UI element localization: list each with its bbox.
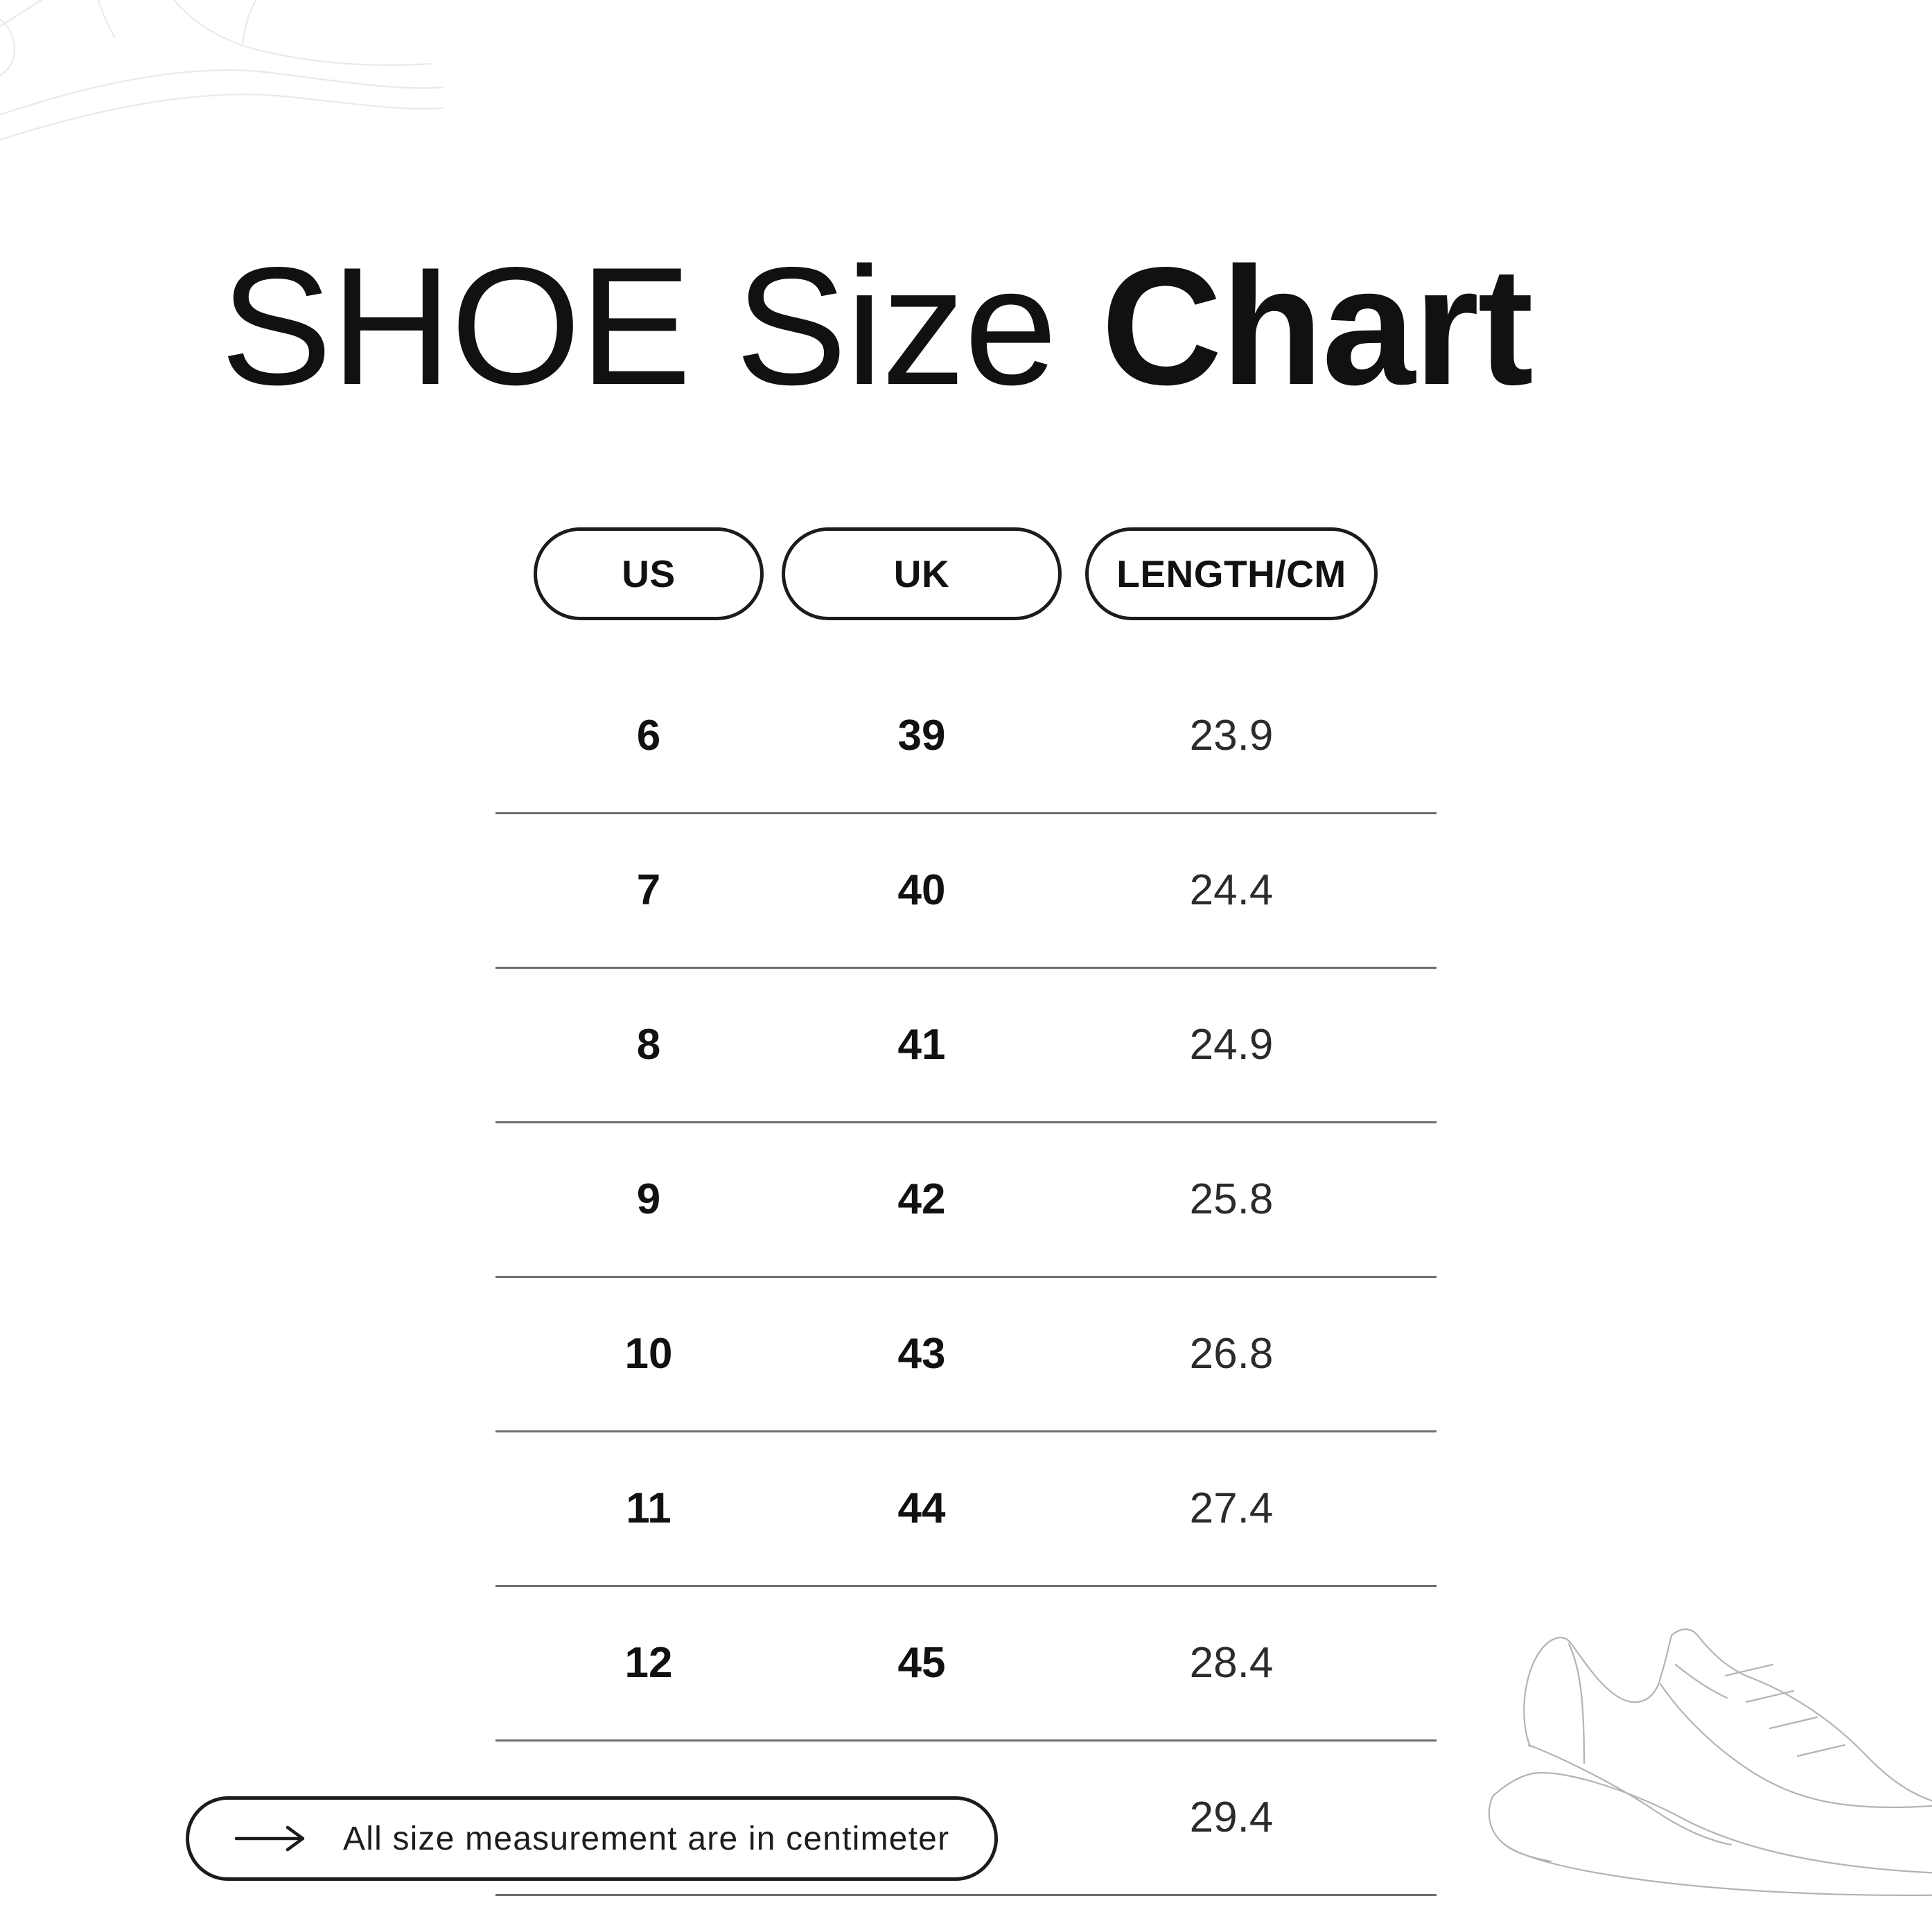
cell-us: 9 [636, 1175, 661, 1223]
cell-length: 28.4 [1189, 1639, 1274, 1687]
shoe-outline-top-left [0, 0, 444, 141]
row-spacer [495, 1400, 1437, 1430]
row-spacer [495, 1091, 1437, 1121]
row-divider [495, 1276, 1437, 1278]
cell-us: 8 [636, 1021, 661, 1069]
cell-us: 11 [626, 1484, 671, 1532]
row-spacer [495, 1245, 1437, 1276]
row-spacer [495, 1742, 1437, 1772]
cell-length: 23.9 [1189, 712, 1274, 760]
page-title: SHOE Size Chart [220, 243, 1534, 410]
cell-uk: 45 [897, 1639, 946, 1687]
row-divider [495, 1121, 1437, 1123]
row-spacer [495, 782, 1437, 812]
row-divider [495, 1894, 1437, 1896]
row-spacer [495, 1123, 1437, 1154]
table-row: 6 39 23.9 [495, 690, 1437, 782]
row-divider [495, 812, 1437, 814]
row-spacer [495, 814, 1437, 845]
column-header-us: US [534, 527, 764, 620]
row-spacer [495, 1554, 1437, 1585]
size-chart-table: US UK LENGTH/CM 6 39 23.9 7 40 24.4 [495, 525, 1437, 1896]
cell-length: 29.4 [1189, 1793, 1274, 1841]
cell-uk: 40 [897, 866, 946, 914]
table-row: 8 41 24.9 [495, 999, 1437, 1091]
cell-us: 7 [636, 866, 661, 914]
table-row: 7 40 24.4 [495, 845, 1437, 936]
row-divider [495, 1585, 1437, 1587]
table-header-row: US UK LENGTH/CM [495, 525, 1437, 622]
cell-us: 10 [624, 1330, 673, 1378]
page-title-light: SHOE Size [220, 233, 1102, 421]
table-row: 11 44 27.4 [495, 1463, 1437, 1554]
cell-length: 25.8 [1189, 1175, 1274, 1223]
footer-note: All size measurement are in centimeter [186, 1796, 998, 1881]
shoe-outline-bottom-right [1488, 1628, 1932, 1896]
cell-uk: 42 [897, 1175, 946, 1223]
cell-us: 12 [624, 1639, 673, 1687]
table-body: 6 39 23.9 7 40 24.4 8 41 24.9 9 42 25.8 [495, 660, 1437, 1896]
cell-uk: 39 [897, 712, 946, 760]
cell-length: 27.4 [1189, 1484, 1274, 1532]
row-divider [495, 1430, 1437, 1432]
table-row: 9 42 25.8 [495, 1154, 1437, 1245]
cell-length: 26.8 [1189, 1330, 1274, 1378]
cell-us: 6 [636, 712, 661, 760]
cell-uk: 44 [897, 1484, 946, 1532]
cell-length: 24.4 [1189, 866, 1274, 914]
column-header-uk-label: UK [893, 552, 950, 595]
row-spacer [495, 1278, 1437, 1308]
column-header-length-label: LENGTH/CM [1116, 552, 1346, 595]
row-spacer [495, 660, 1437, 690]
row-spacer [495, 1709, 1437, 1739]
table-row: 12 45 28.4 [495, 1617, 1437, 1709]
column-header-us-label: US [622, 552, 676, 595]
row-divider [495, 967, 1437, 969]
row-spacer [495, 1587, 1437, 1617]
table-row: 10 43 26.8 [495, 1308, 1437, 1400]
cell-length: 24.9 [1189, 1021, 1274, 1069]
cell-uk: 43 [897, 1330, 946, 1378]
column-header-length: LENGTH/CM [1085, 527, 1378, 620]
row-spacer [495, 969, 1437, 999]
page-title-bold: Chart [1101, 233, 1534, 421]
row-divider [495, 1739, 1437, 1742]
footer-note-text: All size measurement are in centimeter [343, 1820, 950, 1857]
cell-uk: 41 [897, 1021, 946, 1069]
row-spacer [495, 936, 1437, 967]
column-header-uk: UK [782, 527, 1062, 620]
arrow-right-icon [235, 1825, 305, 1852]
row-spacer [495, 1432, 1437, 1463]
